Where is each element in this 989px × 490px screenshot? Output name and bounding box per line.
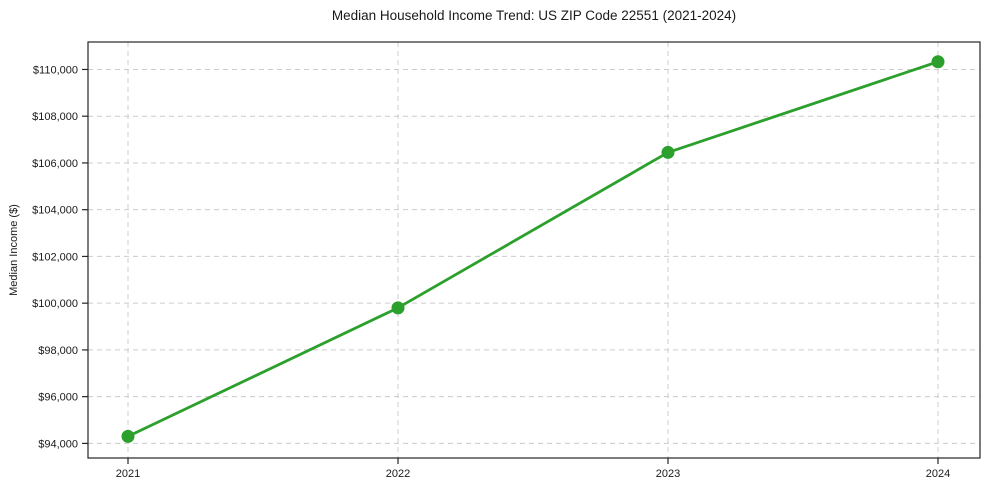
y-tick-label: $106,000 — [32, 158, 78, 170]
chart-title: Median Household Income Trend: US ZIP Co… — [331, 8, 737, 23]
data-point-marker — [931, 55, 945, 69]
y-tick-label: $108,000 — [32, 111, 78, 123]
x-tick-label: 2024 — [926, 468, 950, 480]
y-tick-label: $100,000 — [32, 298, 78, 310]
data-point-marker — [121, 429, 135, 443]
y-tick-label: $96,000 — [38, 392, 78, 404]
x-tick-label: 2022 — [386, 468, 410, 480]
x-tick-label: 2021 — [116, 468, 140, 480]
y-tick-label: $110,000 — [33, 64, 78, 76]
trend-line — [126, 60, 940, 438]
data-point-marker — [391, 301, 405, 315]
y-tick-label: $98,000 — [38, 345, 78, 357]
y-tick-label: $102,000 — [32, 251, 78, 263]
y-tick-label: $104,000 — [32, 205, 78, 217]
plot-border — [87, 41, 981, 459]
x-tick-label: 2023 — [656, 468, 680, 480]
y-tick-label: $94,000 — [38, 438, 78, 450]
data-point-marker — [661, 145, 675, 159]
